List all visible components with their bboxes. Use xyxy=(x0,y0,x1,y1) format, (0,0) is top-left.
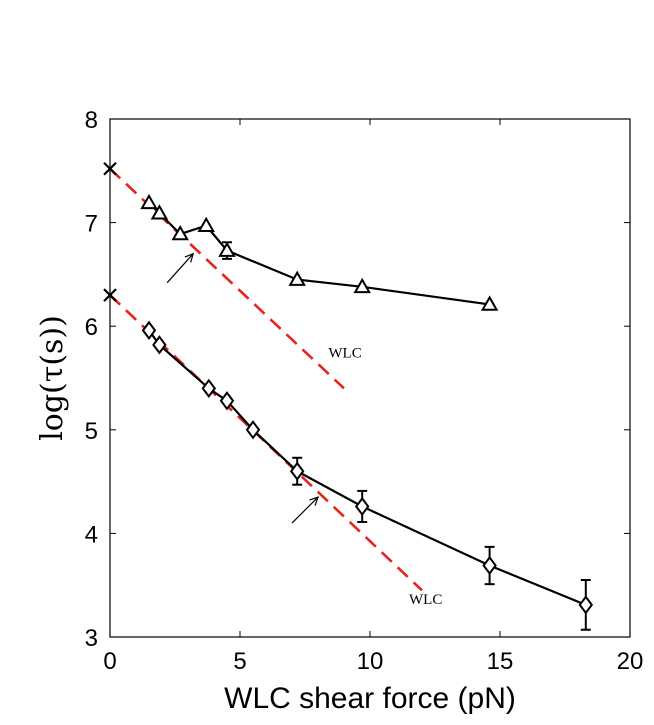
x-axis-label: WLC shear force (pN) xyxy=(224,682,516,715)
diamond-marker xyxy=(289,461,305,481)
data-series xyxy=(140,193,594,631)
annotations: WLC WLC xyxy=(103,161,442,608)
diamond-marker xyxy=(201,378,217,399)
diamond-marker xyxy=(245,420,261,440)
triangle-marker xyxy=(197,216,215,232)
diamond-marker xyxy=(354,496,370,517)
wlc-fit-lines xyxy=(109,167,423,592)
triangle-marker xyxy=(171,224,189,241)
y-tick-label: 8 xyxy=(85,107,98,134)
triangle-marker xyxy=(480,295,499,311)
diamond-marker xyxy=(141,320,157,341)
diamond-marker xyxy=(152,335,167,355)
arrow-shaft xyxy=(166,253,194,284)
arrow-head xyxy=(184,252,195,263)
x-tick-label: 10 xyxy=(357,648,384,675)
wlc-label: WLC xyxy=(328,345,361,361)
diamond-marker xyxy=(578,595,594,615)
y-tick-label: 6 xyxy=(85,314,98,341)
intercept-x-mark xyxy=(103,288,117,302)
x-tick-label: 0 xyxy=(103,648,116,675)
diamond-marker xyxy=(482,555,497,576)
y-tick-label: 4 xyxy=(85,521,98,548)
y-tick-label: 7 xyxy=(85,211,98,238)
triangle-marker xyxy=(353,277,371,294)
triangle-marker xyxy=(288,270,306,286)
axis-ticks: 0 5 10 15 20 3 4 5 6 7 8 xyxy=(85,107,644,675)
triangle-marker xyxy=(140,193,158,210)
arrow-head xyxy=(309,496,319,506)
triangle-marker xyxy=(150,204,169,220)
diamond-series-line xyxy=(148,329,587,606)
x-tick-label: 5 xyxy=(233,648,246,675)
y-axis-label: log(τ(s)) xyxy=(35,315,70,441)
x-tick-label: 20 xyxy=(617,648,644,675)
arrow-shaft xyxy=(291,496,319,524)
y-tick-label: 5 xyxy=(85,418,98,445)
wlc-label: WLC xyxy=(409,592,442,608)
y-tick-label: 3 xyxy=(85,625,98,652)
diamond-marker xyxy=(219,391,235,411)
plot-frame xyxy=(109,118,631,638)
triangle-marker xyxy=(218,241,236,257)
intercept-x-mark xyxy=(103,161,117,176)
x-tick-label: 15 xyxy=(487,648,514,675)
